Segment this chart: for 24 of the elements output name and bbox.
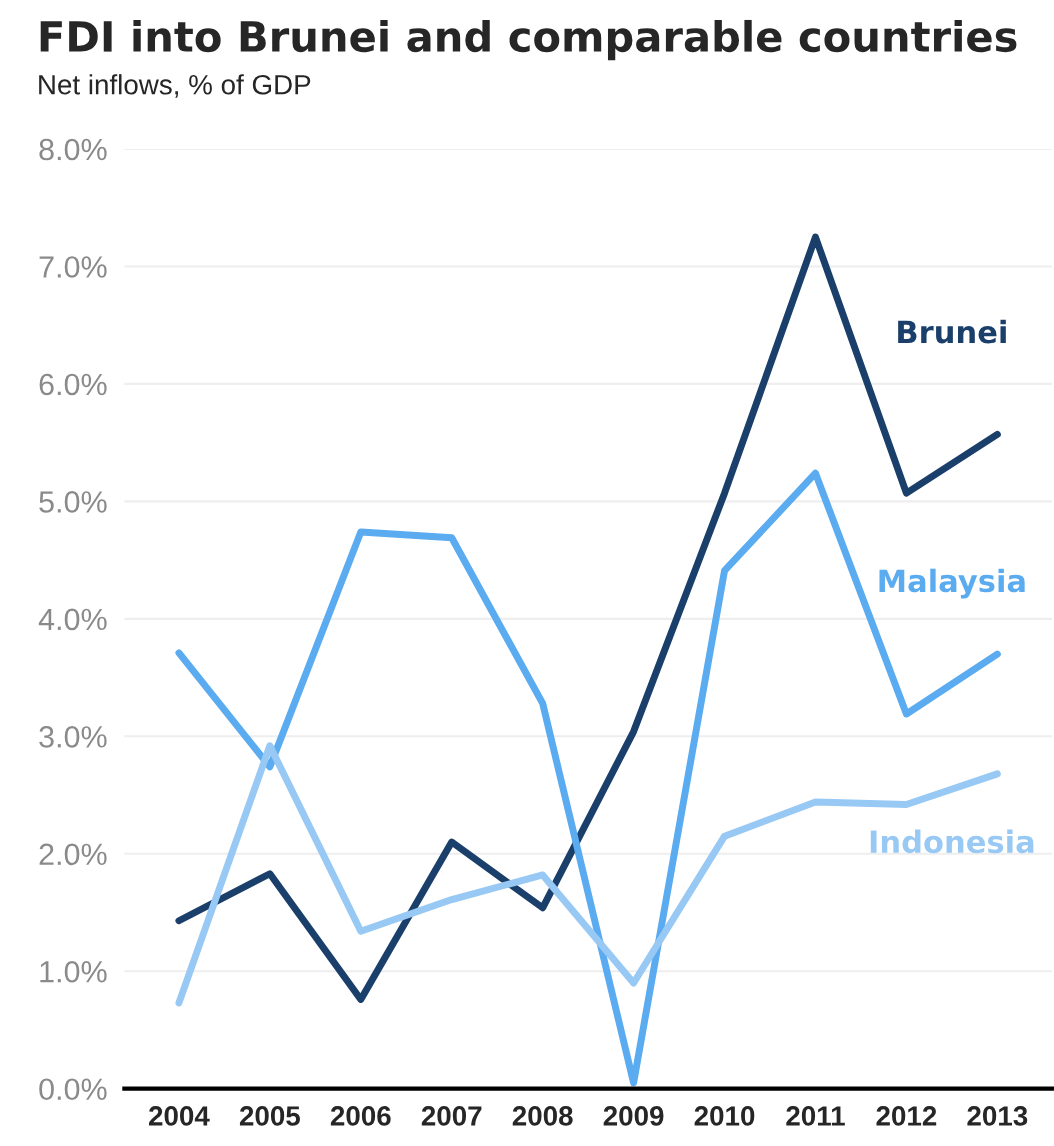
series-label: Brunei	[898, 319, 1006, 344]
x-tick-label: 2010	[694, 1106, 755, 1126]
x-tick-label: 2012	[876, 1106, 937, 1126]
x-tick-label: 2008	[512, 1106, 573, 1126]
chart-title: FDI into Brunei and comparable countries	[40, 19, 1017, 61]
x-tick-label: 2009	[603, 1106, 664, 1126]
x-tick-label: 2013	[967, 1106, 1028, 1126]
y-tick-label: 2.0%	[39, 843, 107, 866]
y-tick-label: 4.0%	[38, 608, 107, 631]
x-tick-label: 2011	[786, 1106, 845, 1126]
x-tick-label: 2006	[330, 1106, 391, 1126]
y-tick-label: 7.0%	[39, 256, 107, 278]
y-tick-label: 0.0%	[39, 1078, 107, 1101]
y-tick-label: 6.0%	[39, 373, 107, 396]
y-tick-label: 5.0%	[39, 491, 107, 513]
chart-subtitle: Net inflows, % of GDP	[39, 74, 311, 98]
series-label: Malaysia	[879, 568, 1025, 599]
x-tick-label: 2004	[149, 1106, 210, 1126]
series-label: Indonesia	[870, 829, 1034, 854]
y-tick-label: 1.0%	[40, 960, 107, 983]
x-tick-label: 2005	[239, 1106, 300, 1126]
y-tick-label: 8.0%	[39, 138, 107, 161]
x-tick-label: 2007	[421, 1106, 482, 1126]
y-tick-label: 3.0%	[39, 726, 107, 748]
